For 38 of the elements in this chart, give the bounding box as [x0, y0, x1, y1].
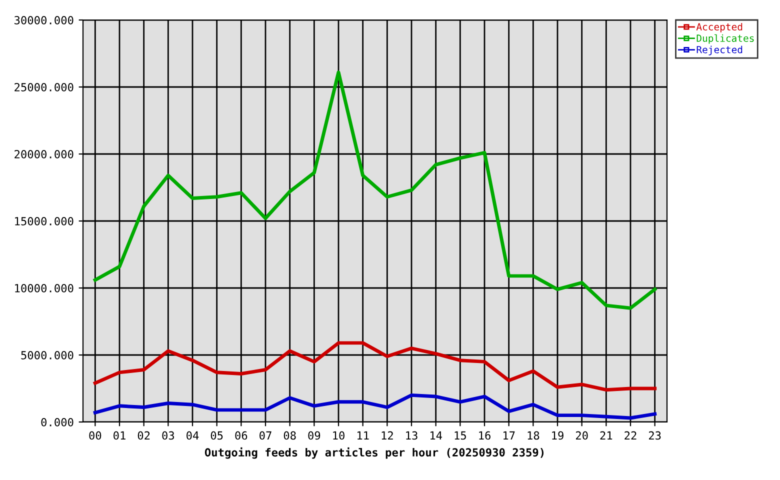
x-tick-label: 12 — [382, 431, 393, 440]
x-tick-label: 11 — [357, 431, 369, 440]
x-tick-label: 00 — [89, 431, 102, 440]
y-tick-label: 5000.000 — [21, 351, 74, 360]
x-tick-label: 23 — [648, 431, 661, 440]
x-tick-label: 09 — [308, 431, 320, 440]
x-tick-label: 05 — [210, 431, 223, 440]
x-tick-label: 20 — [576, 431, 588, 440]
legend-label: Accepted — [696, 22, 742, 32]
y-tick-label: 20000.000 — [14, 150, 74, 158]
x-tick-label: 13 — [406, 431, 418, 440]
legend-label: Rejected — [696, 46, 742, 56]
x-tick-label: 17 — [503, 431, 515, 440]
x-tick-label: 03 — [162, 431, 174, 440]
line-series — [93, 70, 657, 310]
x-tick-label: 04 — [186, 431, 199, 440]
y-tick-label: 0.000 — [41, 418, 74, 426]
x-tick-label: 06 — [235, 431, 248, 440]
x-tick-label: 22 — [624, 431, 636, 440]
x-tick-label: 10 — [333, 431, 344, 440]
x-tick-label: 14 — [430, 431, 442, 440]
x-tick-label: 19 — [552, 431, 564, 440]
x-tick-label: 02 — [138, 431, 150, 440]
x-tick-label: 21 — [600, 431, 612, 440]
line-series — [93, 341, 657, 392]
x-tick-label: 01 — [114, 431, 126, 440]
x-tick-label: 18 — [528, 431, 540, 440]
x-tick-label: 15 — [454, 431, 466, 440]
y-tick-label: 15000.000 — [15, 217, 74, 226]
y-tick-label: 30000.000 — [14, 16, 74, 24]
legend-label: Duplicates — [696, 34, 754, 44]
x-tick-label: 08 — [284, 431, 296, 440]
y-tick-label: 25000.000 — [14, 83, 74, 92]
x-axis-title: Outgoing feeds by articles per hour (20250930 2359) — [204, 447, 544, 459]
x-tick-label: 07 — [260, 431, 272, 440]
line-series — [93, 393, 657, 420]
x-tick-label: 16 — [479, 431, 490, 440]
y-tick-label: 10000.000 — [15, 284, 74, 292]
